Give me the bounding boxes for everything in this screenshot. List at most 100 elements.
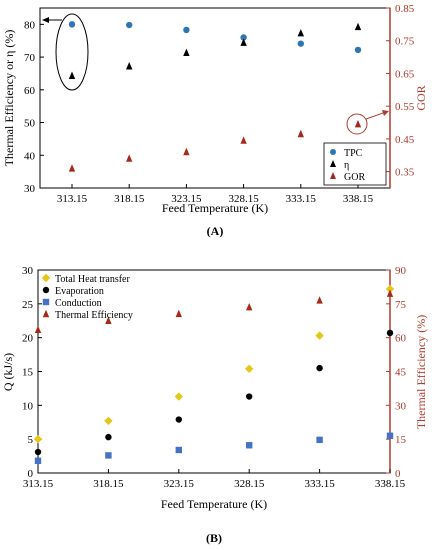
b-evaporation-point — [386, 329, 394, 337]
a-left-tick-label: 60 — [24, 85, 36, 97]
panel-a-left-axis-label: Thermal Efficiency or η (%) — [2, 30, 16, 167]
a-tpc-point — [183, 26, 190, 34]
b-evaporation-point — [34, 448, 42, 456]
a-gor-point — [68, 164, 76, 172]
a-eta-point — [126, 62, 133, 70]
b-left-tick-label: 25 — [22, 299, 34, 311]
a-right-tick-label: 0.75 — [395, 36, 415, 48]
a-gor-point — [126, 154, 133, 162]
b-left-tick-label: 20 — [22, 333, 34, 345]
b-legend-label: Evaporation — [55, 286, 104, 297]
a-tpc-point — [240, 34, 247, 41]
panel-a-right-axis-label: GOR — [414, 85, 428, 110]
a-eta-point — [240, 38, 247, 46]
a-legend-label: TPC — [344, 148, 363, 159]
b-legend-marker — [42, 309, 50, 318]
b-conduction-point — [316, 436, 323, 444]
panel-a-chart: 313.15 318.15 323.15 328.15 333.15 338.15 30 4… — [2, 3, 428, 238]
b-x-tick-label: 318.15 — [93, 478, 124, 490]
a-legend-label: GOR — [344, 172, 365, 183]
b-thermal-efficiency-point — [105, 316, 112, 324]
b-left-tick-label: 0 — [28, 468, 34, 480]
b-total-heat-transfer-point — [33, 434, 43, 444]
b-left-tick-label: 30 — [22, 265, 34, 277]
a-right-tick-label: 0.55 — [395, 101, 415, 113]
a-eta-point — [68, 71, 76, 79]
panel-b-caption-label: (B) — [206, 531, 222, 545]
b-legend-marker — [42, 298, 50, 306]
b-evaporation-point — [316, 364, 323, 372]
a-eta-point — [183, 48, 190, 57]
b-thermal-efficiency-point — [34, 325, 42, 333]
a-tpc-point — [297, 40, 304, 47]
b-conduction-point — [246, 442, 253, 449]
a-tpc-point — [354, 46, 362, 54]
b-thermal-efficiency-point — [246, 303, 253, 311]
b-thermal-efficiency-point — [175, 309, 182, 318]
b-left-tick-label: 10 — [22, 400, 34, 412]
a-left-tick-label: 30 — [24, 183, 36, 195]
b-total-heat-transfer-point — [315, 331, 324, 340]
a-gor-point — [354, 119, 362, 128]
a-right-tick-label: 0.35 — [395, 167, 415, 179]
a-right-tick-label: 0.85 — [395, 3, 415, 15]
panel-b-legend: Total Heat transferEvaporationConduction… — [41, 273, 133, 321]
a-x-tick-label: 328.15 — [228, 193, 259, 205]
a-x-tick-label: 318.15 — [114, 193, 145, 205]
a-x-tick-label: 313.15 — [57, 193, 88, 205]
panel-a-left-axis-ellipse — [55, 13, 89, 91]
b-conduction-point — [105, 452, 112, 459]
a-gor-point — [240, 136, 247, 144]
a-x-tick-label: 333.15 — [286, 193, 317, 205]
a-gor-point — [183, 147, 190, 156]
panel-a-x-axis-label: Feed Temperature (K) — [162, 201, 268, 215]
b-right-tick-label: 75 — [395, 299, 407, 311]
a-eta-point — [354, 22, 362, 31]
a-left-tick-label: 40 — [24, 150, 36, 162]
a-legend-marker — [330, 149, 336, 155]
panel-b-chart: 313.15 318.15 323.15 328.15 333.15 338.15 0 5 1… — [1, 265, 428, 545]
b-right-tick-label: 60 — [395, 333, 407, 345]
a-left-tick-label: 80 — [24, 19, 36, 31]
panel-a-caption-label: (A) — [207, 224, 224, 238]
panel-a-right-arrow — [365, 111, 387, 120]
panel-b-right-axis-label: Thermal Efficiency (%) — [414, 315, 428, 429]
a-legend-marker — [330, 160, 336, 167]
b-legend-marker — [41, 273, 51, 283]
a-tpc-point — [126, 21, 133, 29]
b-evaporation-point — [175, 416, 182, 423]
a-left-tick-label: 70 — [24, 52, 36, 64]
a-tpc-point — [68, 21, 76, 28]
b-total-heat-transfer-point — [385, 284, 395, 294]
b-left-tick-label: 5 — [28, 434, 34, 446]
a-x-tick-label: 338.15 — [343, 193, 374, 205]
b-thermal-efficiency-point — [316, 296, 323, 304]
b-right-tick-label: 45 — [395, 367, 407, 379]
a-right-tick-label: 0.45 — [395, 134, 415, 146]
b-legend-label: Conduction — [55, 298, 102, 309]
b-total-heat-transfer-point — [104, 416, 113, 426]
b-evaporation-point — [105, 433, 112, 441]
b-x-tick-label: 338.15 — [375, 478, 406, 490]
b-conduction-point — [386, 432, 394, 439]
b-right-tick-label: 30 — [395, 400, 407, 412]
b-left-tick-label: 15 — [22, 367, 34, 379]
b-legend-label: Thermal Efficiency — [55, 310, 133, 321]
b-legend-marker — [42, 286, 50, 294]
b-total-heat-transfer-point — [245, 364, 254, 373]
a-right-tick-label: 0.65 — [395, 68, 415, 80]
panel-a-right-axis-ellipse — [346, 113, 368, 135]
a-gor-point — [297, 129, 304, 138]
b-legend-label: Total Heat transfer — [55, 274, 130, 285]
b-conduction-point — [34, 457, 42, 465]
panel-a-left-arrowhead — [42, 17, 49, 23]
b-x-tick-label: 313.15 — [23, 478, 54, 490]
b-right-tick-label: 15 — [395, 434, 407, 446]
b-x-tick-label: 333.15 — [304, 478, 335, 490]
b-x-tick-label: 328.15 — [234, 478, 265, 490]
panel-b-x-axis-label: Feed Temperature (K) — [161, 497, 267, 511]
panel-b-left-axis-label: Q (kJ/s) — [1, 353, 15, 391]
a-eta-point — [297, 29, 304, 37]
